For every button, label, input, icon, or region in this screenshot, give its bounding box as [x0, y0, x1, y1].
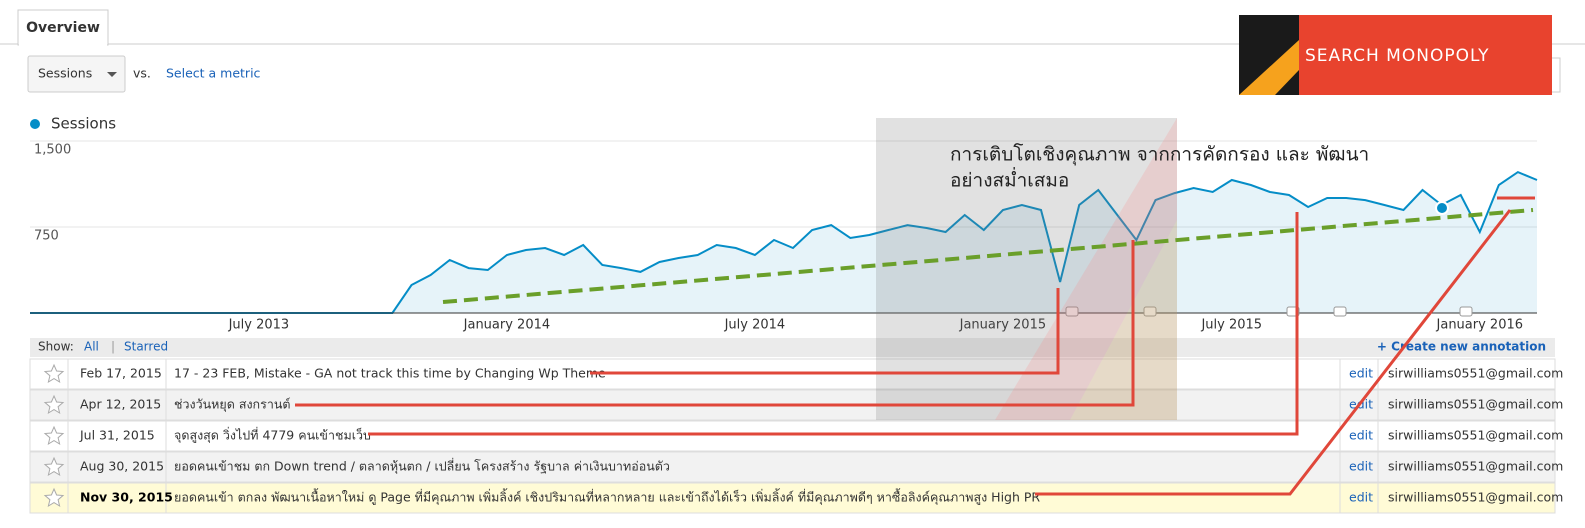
overlay-text: อย่างสม่ำเสมอ — [950, 167, 1069, 192]
annotation-icon[interactable] — [1065, 306, 1079, 317]
annotation-text: จุดสูงสุด วิ่งไปที่ 4779 คนเข้าชมเว็บ — [174, 427, 371, 444]
annotation-email: sirwilliams0551@gmail.com — [1388, 459, 1563, 474]
annotation-icon[interactable] — [1459, 306, 1473, 317]
filter-link[interactable]: Starred — [124, 340, 168, 354]
edit-link[interactable]: edit — [1349, 397, 1373, 412]
table-header — [30, 338, 1555, 357]
x-tick-label: January 2015 — [959, 318, 1047, 333]
x-tick-label: January 2014 — [463, 318, 551, 333]
annotation-email: sirwilliams0551@gmail.com — [1388, 366, 1563, 381]
series-area — [30, 172, 1537, 313]
x-tick-label: July 2013 — [228, 318, 290, 333]
tab-gap — [19, 42, 107, 46]
annotation-email: sirwilliams0551@gmail.com — [1388, 428, 1563, 443]
annotation-icon[interactable] — [1286, 306, 1300, 317]
dropdown-arrow — [107, 72, 117, 77]
edit-link[interactable]: edit — [1349, 366, 1373, 381]
show-label: Show: — [38, 340, 74, 354]
annotation-text: ยอดคนเข้าชม ตก Down trend / ตลาดหุ้นตก /… — [174, 458, 670, 475]
legend-label: Sessions — [51, 115, 116, 133]
plot: 1,500 750 July 2013 January 2014 July 2014 Ja… — [30, 140, 1538, 333]
legend-dot — [30, 119, 40, 129]
y-tick-label: 1,500 — [34, 143, 71, 158]
annotation-email: sirwilliams0551@gmail.com — [1388, 490, 1563, 505]
filter-link[interactable]: All — [84, 340, 99, 354]
annotation-date: Aug 30, 2015 — [80, 459, 164, 474]
separator: | — [111, 340, 115, 354]
annotation-text: ยอดคนเข้า ตกลง พัฒนาเนื้อหาใหม่ ดู Page … — [174, 488, 1040, 506]
x-tick-label: July 2015 — [1200, 318, 1262, 333]
edit-link[interactable]: edit — [1349, 428, 1373, 443]
annotation-icon[interactable] — [1333, 306, 1347, 317]
annotation-text: ช่วงวันหยุด สงกรานต์ — [174, 397, 291, 413]
create-link[interactable]: + Create new annotation — [1377, 340, 1546, 354]
star[interactable] — [43, 425, 65, 446]
edit-link[interactable]: edit — [1349, 490, 1373, 505]
metric-dropdown[interactable] — [27, 55, 126, 93]
x-tick-label: July 2014 — [724, 318, 786, 333]
annotation-date: Jul 31, 2015 — [79, 428, 155, 443]
star[interactable] — [43, 394, 65, 415]
annotation-icon[interactable] — [1143, 306, 1157, 317]
select-metric-link[interactable]: Select a metric — [166, 66, 261, 81]
annotation-date: Nov 30, 2015 — [80, 490, 173, 505]
metric-selected[interactable]: Sessions — [38, 66, 92, 81]
vs-label: vs. — [133, 66, 151, 81]
y-tick-label: 750 — [34, 229, 59, 244]
annotation-text: 17 - 23 FEB, Mistake - GA not track this… — [174, 366, 606, 381]
star[interactable] — [43, 456, 65, 477]
annotation-table: Show: All | Starred + Create new annotation F… — [29, 338, 1563, 514]
annotation-email: sirwilliams0551@gmail.com — [1388, 397, 1563, 412]
tab-label[interactable]: Overview — [26, 20, 100, 36]
annotation-date: Apr 12, 2015 — [80, 397, 161, 412]
logo-text: SEARCH MONOPOLY — [1305, 46, 1490, 66]
logo-stripe — [1239, 40, 1299, 95]
edit-link[interactable]: edit — [1349, 459, 1373, 474]
star[interactable] — [43, 487, 65, 508]
star[interactable] — [43, 363, 65, 384]
x-tick-label: January 2016 — [1436, 318, 1524, 333]
overlay-text: การเติบโตเชิงคุณภาพ จากการคัดกรอง และ พั… — [950, 143, 1369, 167]
annotation-date: Feb 17, 2015 — [80, 366, 162, 381]
